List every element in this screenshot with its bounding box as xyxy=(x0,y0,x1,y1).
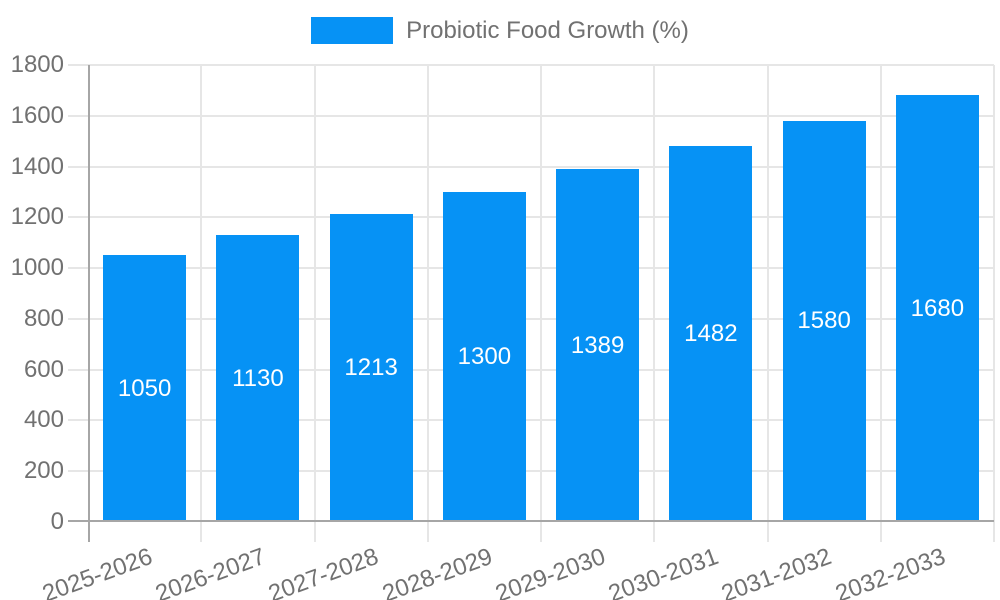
bar[interactable] xyxy=(329,214,413,522)
x-axis-tick-label: 2028-2029 xyxy=(378,543,496,600)
bar-value-label: 1389 xyxy=(570,331,625,359)
y-gridline xyxy=(68,216,994,219)
bar-value-label: 1580 xyxy=(797,307,851,335)
y-axis-tick-label: 1600 xyxy=(10,101,64,129)
y-gridline xyxy=(68,317,994,320)
bar[interactable] xyxy=(103,255,187,522)
x-gridline xyxy=(653,65,656,542)
x-axis-tick-label: 2026-2027 xyxy=(152,543,270,600)
bar-value-label: 1680 xyxy=(910,294,965,322)
y-gridline xyxy=(68,470,994,473)
x-axis-tick-label: 2030-2031 xyxy=(605,543,723,600)
x-gridline xyxy=(540,65,542,542)
y-axis-tick-label: 200 xyxy=(23,457,64,485)
bar-value-label: 1482 xyxy=(684,319,738,347)
x-axis-tick-label: 2032-2033 xyxy=(831,543,949,600)
y-gridline xyxy=(68,114,994,117)
bar[interactable] xyxy=(669,145,753,522)
bar[interactable] xyxy=(442,191,526,522)
bar[interactable] xyxy=(895,95,979,522)
bar-value-label: 1300 xyxy=(457,342,512,370)
y-axis-tick-label: 1200 xyxy=(10,203,64,231)
y-gridline xyxy=(68,165,994,168)
y-axis-tick-label: 1400 xyxy=(10,152,64,180)
x-axis-baseline xyxy=(68,520,994,522)
bar[interactable] xyxy=(782,120,866,522)
legend: Probiotic Food Growth (%) xyxy=(0,13,1000,47)
x-gridline xyxy=(879,65,882,542)
bar[interactable] xyxy=(556,169,640,522)
x-axis-tick-label: 2027-2028 xyxy=(265,543,383,600)
y-gridline xyxy=(68,267,994,270)
bar-value-label: 1130 xyxy=(232,364,284,392)
y-axis-line xyxy=(88,65,90,542)
legend-swatch-icon xyxy=(311,16,394,44)
y-axis-tick-label: 1800 xyxy=(10,51,64,78)
plot-area: 0 200 400 600 800 1000 1200 1400 1600 1800 1050 113… xyxy=(11,51,995,600)
x-axis-tick-label: 2029-2030 xyxy=(491,543,609,600)
y-axis-tick-label: 1000 xyxy=(10,254,64,282)
x-gridline xyxy=(766,65,769,542)
y-axis-tick-label: 0 xyxy=(50,508,64,535)
x-gridline xyxy=(426,65,429,542)
bar-value-label: 1213 xyxy=(344,354,398,382)
y-gridline xyxy=(68,64,994,66)
x-axis-tick-label: 2025-2026 xyxy=(38,543,156,600)
legend-item[interactable]: Probiotic Food Growth (%) xyxy=(311,16,689,44)
x-gridline xyxy=(313,65,316,542)
x-gridline xyxy=(993,65,995,542)
x-gridline xyxy=(200,65,203,542)
y-axis-tick-label: 600 xyxy=(23,355,64,383)
bar[interactable] xyxy=(216,235,300,522)
x-axis-tick-label: 2031-2032 xyxy=(718,543,836,600)
y-gridline xyxy=(68,419,994,422)
bar-value-label: 1050 xyxy=(117,374,172,402)
y-axis-tick-label: 400 xyxy=(23,406,64,434)
y-axis-tick-label: 800 xyxy=(23,304,64,332)
legend-label: Probiotic Food Growth (%) xyxy=(406,16,689,44)
y-gridline xyxy=(68,368,994,371)
